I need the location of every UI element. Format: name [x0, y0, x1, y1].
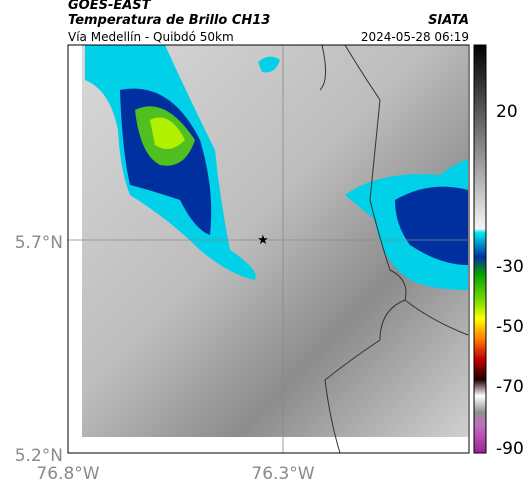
colorbar-scale	[473, 44, 487, 454]
map-border	[67, 44, 470, 454]
route: Vía Medellín - Quibdó 50km	[68, 30, 234, 44]
cloud-small	[258, 56, 280, 73]
satellite-name: GOES-EAST	[68, 0, 152, 13]
lon-label: 76.8°W	[36, 464, 99, 484]
lat-label: 5.2°N	[15, 446, 63, 466]
colorbar-label: -90	[496, 439, 524, 459]
colorbar: 20 -30 -50 -70 -90	[473, 44, 524, 459]
agency: SIATA	[428, 13, 469, 28]
colorbar-label: -30	[496, 257, 524, 277]
timestamp: 2024-05-28 06:19	[361, 30, 469, 44]
colorbar-label: -70	[496, 377, 524, 397]
cloud-blue-east	[395, 186, 468, 265]
colorbar-label: -50	[496, 317, 524, 337]
lat-label: 5.7°N	[15, 233, 63, 253]
map: ★	[67, 44, 470, 454]
product-title: Temperatura de Brillo CH13	[68, 13, 270, 28]
cloud-yellow-green	[150, 117, 185, 149]
colorbar-label: 20	[496, 102, 518, 122]
borders	[319, 44, 469, 454]
lon-label: 76.3°W	[251, 464, 314, 484]
location-star: ★	[257, 233, 269, 248]
